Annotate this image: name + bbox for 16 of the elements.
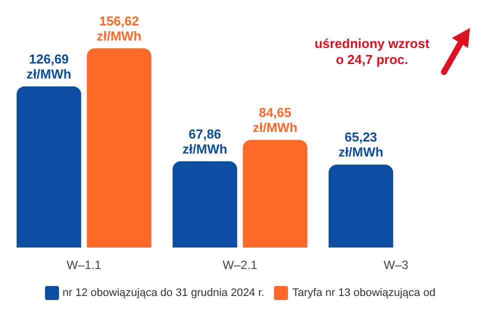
bar bbox=[86, 48, 152, 248]
data-label: 67,86 zł/MWh bbox=[182, 126, 228, 156]
x-tick-label: W–1.1 bbox=[66, 258, 102, 272]
bar bbox=[172, 161, 238, 248]
x-tick-label: W–3 bbox=[384, 258, 409, 272]
legend-label: Taryfa nr 13 obowiązująca od bbox=[292, 287, 436, 299]
data-label: 65,23 zł/MWh bbox=[338, 130, 384, 160]
bar bbox=[242, 140, 308, 248]
data-label: 84,65 zł/MWh bbox=[252, 104, 298, 135]
data-label: 126,69 zł/MWh bbox=[26, 51, 72, 82]
bar bbox=[328, 164, 394, 248]
bar bbox=[16, 86, 82, 248]
x-tick-label: W–2.1 bbox=[222, 258, 258, 272]
legend-label: nr 12 obowiązująca do 31 grudnia 2024 r. bbox=[62, 287, 264, 299]
data-label: 156,62 zł/MWh bbox=[96, 13, 142, 44]
annotation: uśredniony wzrost o 24,7 proc. bbox=[314, 36, 430, 68]
